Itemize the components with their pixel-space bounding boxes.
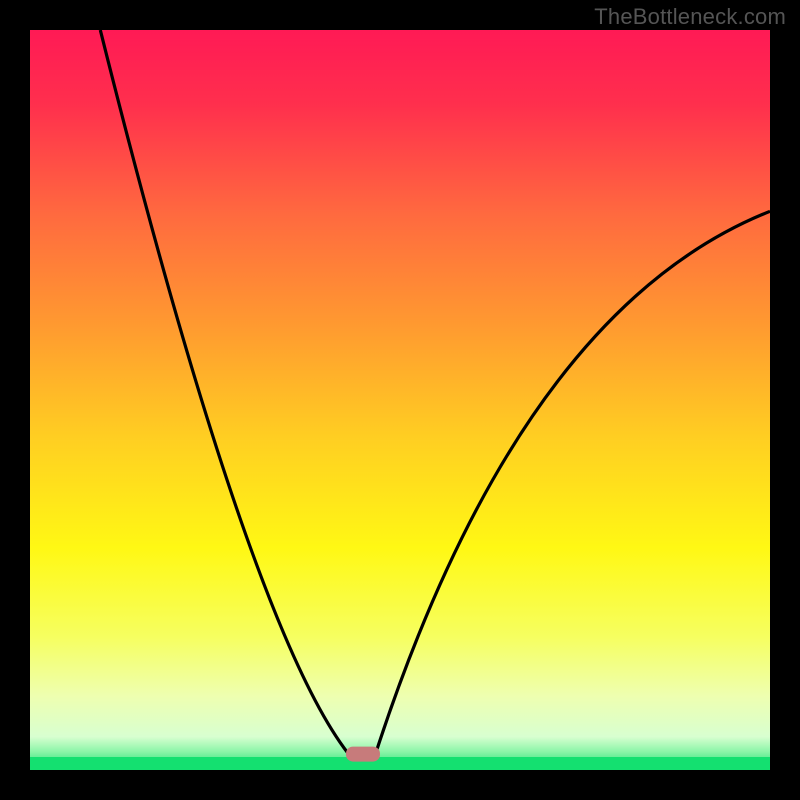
optimal-point-marker: [346, 746, 380, 761]
curve-left-branch: [100, 30, 352, 758]
curve-right-branch: [374, 211, 770, 758]
watermark-text: TheBottleneck.com: [594, 4, 786, 30]
bottleneck-curve: [30, 30, 770, 770]
chart-plot-area: [30, 30, 770, 770]
